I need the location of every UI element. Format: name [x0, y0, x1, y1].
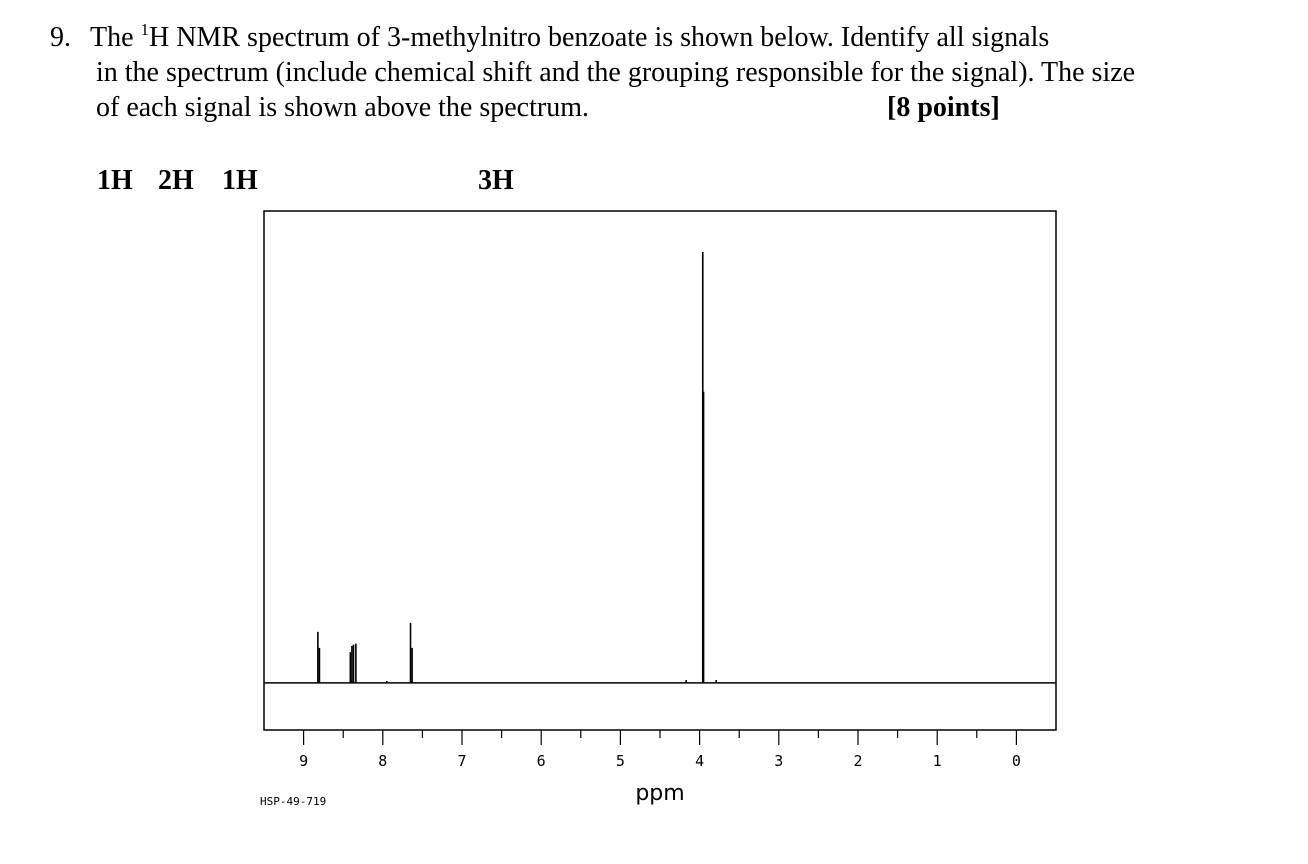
- x-tick-label: 4: [695, 752, 704, 770]
- text: of each signal is shown above the spectr…: [96, 92, 589, 123]
- points: [8 points]: [887, 92, 1000, 123]
- integration-label: 1H: [97, 165, 133, 196]
- spectrum-code: HSP-49-719: [260, 795, 326, 808]
- x-tick-label: 6: [537, 752, 546, 770]
- x-axis-label: ppm: [635, 781, 684, 806]
- question-line: in the spectrum (include chemical shift …: [96, 55, 1135, 90]
- text: in the spectrum (include chemical shift …: [96, 57, 1136, 88]
- question-number: 9.: [50, 22, 71, 53]
- question-line: The 1H NMR spectrum of 3-methylnitro ben…: [90, 20, 1049, 55]
- x-tick-label: 0: [1012, 752, 1021, 770]
- x-tick-label: 1: [933, 752, 942, 770]
- question-line: of each signal is shown above the spectr…: [96, 90, 589, 125]
- integration-label: 2H: [158, 165, 194, 196]
- x-tick-label: 2: [853, 752, 862, 770]
- integration-label: 1H: [222, 165, 258, 196]
- superscript: 1: [140, 20, 150, 39]
- text: The: [90, 22, 141, 53]
- text: H NMR spectrum of 3-methylnitro benzoate…: [149, 22, 1050, 53]
- integration-label: 3H: [478, 165, 514, 196]
- plot-frame: [263, 210, 1057, 731]
- x-tick-label: 9: [299, 752, 308, 770]
- x-tick-label: 7: [457, 752, 466, 770]
- x-tick-label: 8: [378, 752, 387, 770]
- x-tick-label: 5: [616, 752, 625, 770]
- x-tick-label: 3: [774, 752, 783, 770]
